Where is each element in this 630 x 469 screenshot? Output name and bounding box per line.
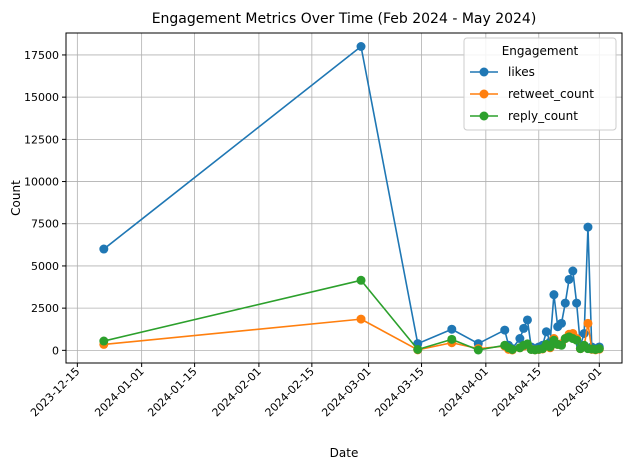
data-point-likes [515,334,525,344]
data-point-retweet_count [356,314,366,324]
data-point-likes [560,298,570,308]
data-point-likes [572,298,582,308]
data-point-likes [583,222,593,232]
data-point-retweet_count [583,318,593,328]
legend-label: reply_count [508,109,578,123]
y-tick-label: 7500 [31,218,59,231]
data-point-reply_count [99,336,109,346]
legend-label: likes [508,65,535,79]
data-point-reply_count [572,335,582,345]
data-point-likes [522,315,532,325]
data-point-reply_count [545,342,555,352]
legend-box [463,37,617,131]
y-tick-label: 17500 [24,49,59,62]
data-point-likes [541,327,551,337]
y-tick-label: 10000 [24,176,59,189]
legend: Engagement likes retweet_count reply_count [463,37,617,131]
y-axis-label: Count [9,180,23,216]
y-tick-label: 5000 [31,260,59,273]
data-point-likes [549,290,559,300]
grid [66,33,622,363]
data-point-likes [568,266,578,276]
series-reply_count [99,275,604,355]
data-point-likes [556,318,566,328]
data-point-likes [99,244,109,254]
data-point-likes [519,323,529,333]
data-point-likes [500,325,510,335]
legend-label: retweet_count [508,87,594,101]
legend-title: Engagement [502,44,579,58]
data-point-likes [356,42,366,52]
data-point-reply_count [507,344,517,354]
plot-frame [65,32,623,364]
y-tick-label: 0 [52,344,59,357]
legend-swatch-marker [479,111,489,121]
y-tick-label: 15000 [24,91,59,104]
chart-title: Engagement Metrics Over Time (Feb 2024 -… [152,11,537,27]
x-axis-label: Date [330,446,359,460]
y-tick-label: 2500 [31,302,59,315]
legend-swatch-marker [479,67,489,77]
data-point-reply_count [594,344,604,354]
data-point-reply_count [413,344,423,354]
data-point-reply_count [556,340,566,350]
data-point-likes [564,274,574,284]
data-point-reply_count [473,345,483,355]
series-layer [99,42,604,355]
data-point-reply_count [356,275,366,285]
data-point-likes [447,324,457,334]
y-tick-label: 12500 [24,133,59,146]
data-point-reply_count [447,334,457,344]
legend-swatch-marker [479,89,489,99]
